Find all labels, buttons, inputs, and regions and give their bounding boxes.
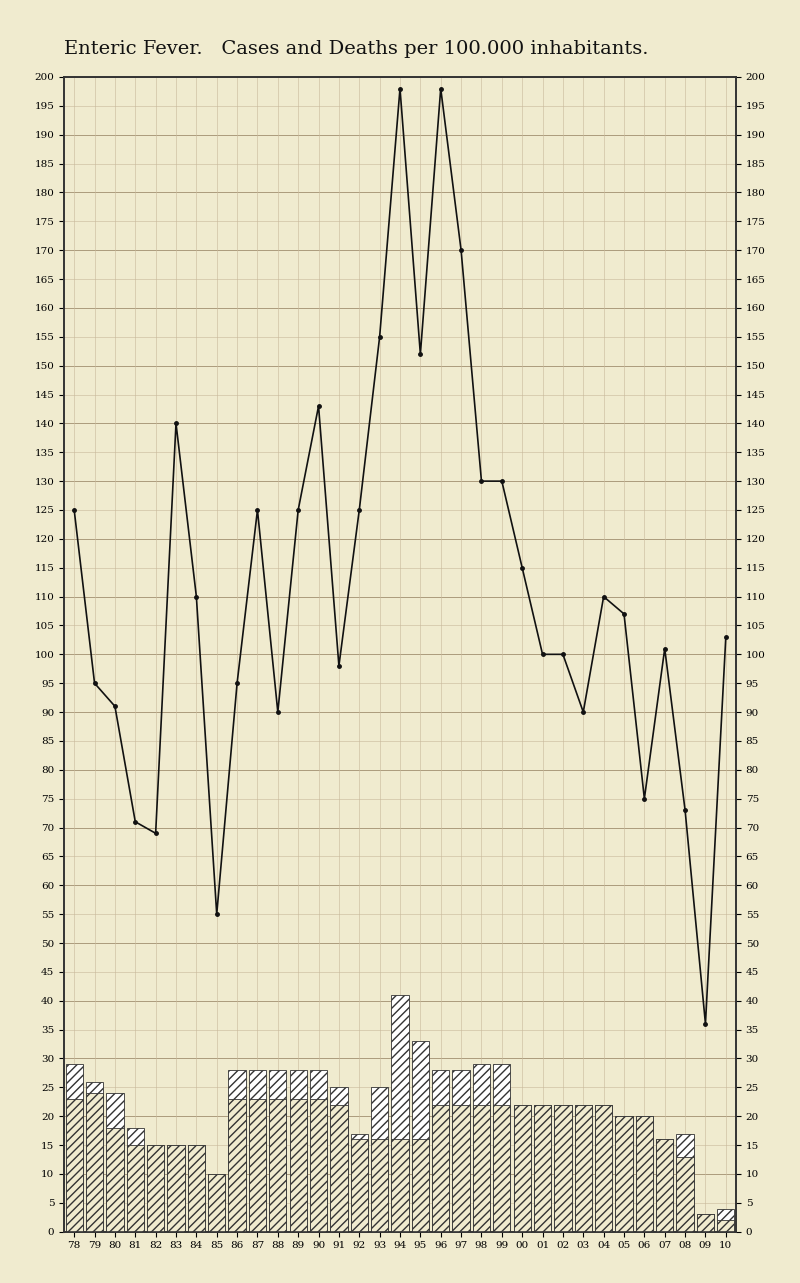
Bar bbox=[534, 1105, 551, 1232]
Bar bbox=[147, 1144, 164, 1232]
Bar bbox=[371, 1139, 388, 1232]
Bar bbox=[106, 1093, 123, 1232]
Bar bbox=[412, 1139, 429, 1232]
Bar bbox=[615, 1116, 633, 1232]
Bar bbox=[595, 1105, 612, 1232]
Bar bbox=[677, 1134, 694, 1232]
Bar bbox=[697, 1214, 714, 1232]
Bar bbox=[126, 1144, 144, 1232]
Bar bbox=[249, 1098, 266, 1232]
Bar bbox=[66, 1065, 83, 1232]
Bar bbox=[656, 1139, 674, 1232]
Text: Enteric Fever.   Cases and Deaths per 100.000 inhabitants.: Enteric Fever. Cases and Deaths per 100.… bbox=[64, 40, 649, 58]
Bar bbox=[310, 1070, 327, 1232]
Bar bbox=[208, 1174, 226, 1232]
Bar bbox=[697, 1214, 714, 1232]
Bar bbox=[229, 1070, 246, 1232]
Bar bbox=[167, 1144, 185, 1232]
Bar bbox=[473, 1105, 490, 1232]
Bar bbox=[147, 1144, 164, 1232]
Bar bbox=[350, 1134, 368, 1232]
Bar bbox=[717, 1220, 734, 1232]
Bar bbox=[86, 1093, 103, 1232]
Bar bbox=[249, 1070, 266, 1232]
Bar bbox=[534, 1105, 551, 1232]
Bar bbox=[371, 1088, 388, 1232]
Bar bbox=[554, 1105, 571, 1232]
Bar bbox=[453, 1105, 470, 1232]
Bar bbox=[636, 1116, 653, 1232]
Bar bbox=[229, 1098, 246, 1232]
Bar bbox=[432, 1070, 450, 1232]
Bar bbox=[615, 1116, 633, 1232]
Bar bbox=[514, 1105, 531, 1232]
Bar bbox=[330, 1088, 347, 1232]
Bar bbox=[290, 1098, 307, 1232]
Bar bbox=[391, 996, 409, 1232]
Bar bbox=[493, 1105, 510, 1232]
Bar bbox=[167, 1144, 185, 1232]
Bar bbox=[554, 1105, 571, 1232]
Bar bbox=[391, 1139, 409, 1232]
Bar bbox=[269, 1098, 286, 1232]
Bar bbox=[574, 1105, 592, 1232]
Bar bbox=[493, 1065, 510, 1232]
Bar bbox=[188, 1144, 205, 1232]
Bar bbox=[453, 1070, 470, 1232]
Bar bbox=[208, 1174, 226, 1232]
Bar bbox=[677, 1157, 694, 1232]
Bar bbox=[595, 1105, 612, 1232]
Bar bbox=[717, 1209, 734, 1232]
Bar bbox=[310, 1098, 327, 1232]
Bar bbox=[269, 1070, 286, 1232]
Bar bbox=[66, 1098, 83, 1232]
Bar bbox=[350, 1139, 368, 1232]
Bar bbox=[574, 1105, 592, 1232]
Bar bbox=[432, 1105, 450, 1232]
Bar bbox=[656, 1139, 674, 1232]
Bar bbox=[290, 1070, 307, 1232]
Bar bbox=[106, 1128, 123, 1232]
Bar bbox=[330, 1105, 347, 1232]
Bar bbox=[86, 1082, 103, 1232]
Bar bbox=[514, 1105, 531, 1232]
Bar bbox=[188, 1144, 205, 1232]
Bar bbox=[412, 1042, 429, 1232]
Bar bbox=[636, 1116, 653, 1232]
Bar bbox=[473, 1065, 490, 1232]
Bar bbox=[126, 1128, 144, 1232]
